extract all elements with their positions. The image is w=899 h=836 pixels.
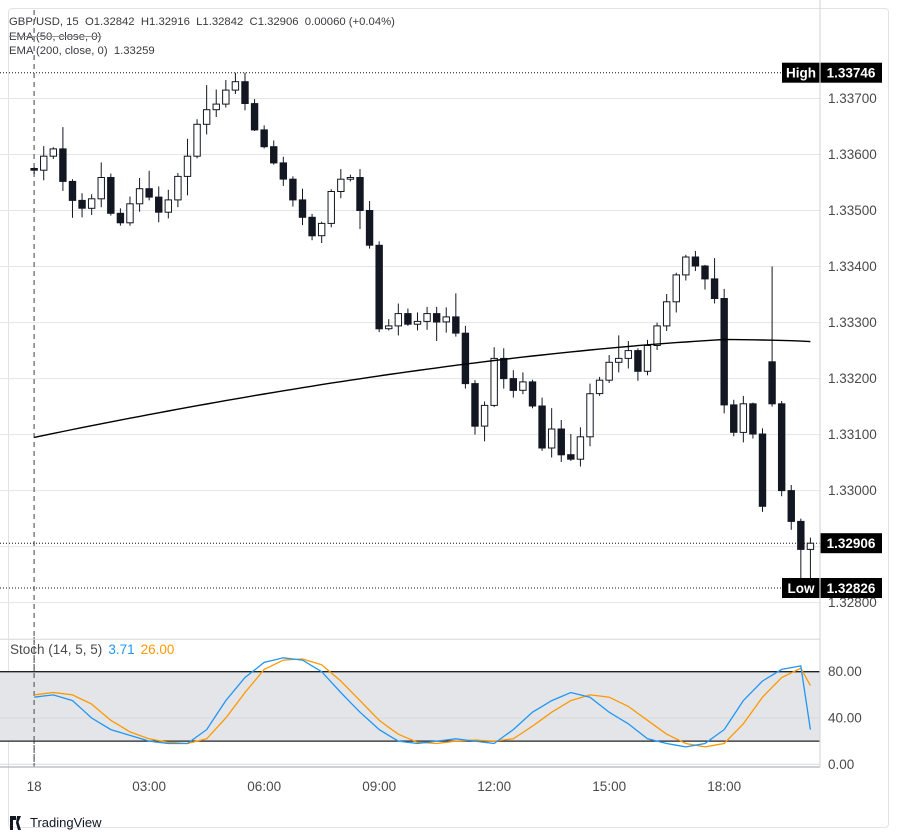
svg-text:18: 18 xyxy=(27,779,42,794)
svg-text:12:00: 12:00 xyxy=(477,779,511,794)
svg-text:03:00: 03:00 xyxy=(132,779,166,794)
svg-text:18:00: 18:00 xyxy=(707,779,741,794)
svg-text:15:00: 15:00 xyxy=(592,779,626,794)
svg-text:09:00: 09:00 xyxy=(362,779,396,794)
svg-text:06:00: 06:00 xyxy=(247,779,281,794)
